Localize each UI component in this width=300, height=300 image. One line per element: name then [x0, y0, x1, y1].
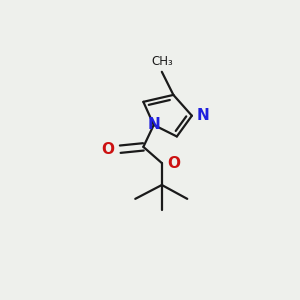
Text: O: O [101, 142, 115, 157]
Text: N: N [197, 108, 210, 123]
Text: N: N [147, 117, 160, 132]
Text: O: O [167, 155, 180, 170]
Text: CH₃: CH₃ [151, 55, 173, 68]
